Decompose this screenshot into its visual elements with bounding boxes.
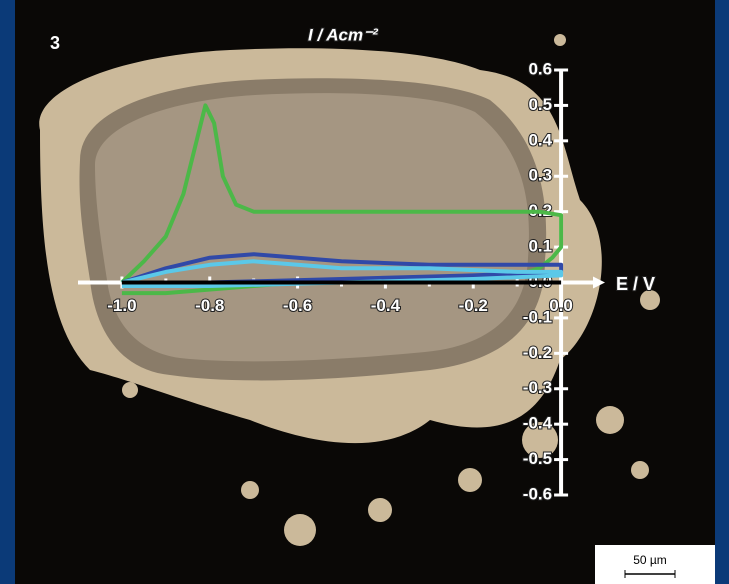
y-tick-label: 0.5 [528, 95, 552, 114]
scale-bar-label: 50 µm [633, 553, 667, 567]
y-tick-label: -0.3 [523, 378, 552, 397]
y-tick-label: 0.6 [528, 59, 552, 78]
y-tick-label: 0.4 [528, 130, 552, 149]
x-tick-label: -0.6 [283, 296, 312, 315]
chart: 50 µm 3 I / Acm⁻² E / V -1.0 -0.8 -0.6 -0.4… [0, 0, 729, 584]
x-tick-label: 0.0 [549, 296, 573, 315]
y-tick-label: 0.3 [528, 166, 552, 185]
y-tick-label: -0.5 [523, 449, 552, 468]
panel-label: 3 [50, 33, 60, 53]
scale-bar: 50 µm [595, 545, 715, 584]
x-axis-label: E / V [616, 274, 655, 294]
x-tick-label: -1.0 [107, 296, 136, 315]
page: 50 µm 3 I / Acm⁻² E / V -1.0 -0.8 -0.6 -0.4… [0, 0, 729, 584]
y-tick-label: -0.4 [523, 414, 553, 433]
x-tick-label: -0.2 [459, 296, 488, 315]
y-tick-label: 0.1 [528, 237, 552, 256]
x-tick-label: -0.8 [195, 296, 224, 315]
x-tick-label: -0.4 [371, 296, 401, 315]
y-tick-label: -0.1 [523, 307, 552, 326]
y-axis-label: I / Acm⁻² [308, 25, 379, 44]
y-tick-label: -0.6 [523, 484, 552, 503]
y-tick-label: -0.2 [523, 343, 552, 362]
